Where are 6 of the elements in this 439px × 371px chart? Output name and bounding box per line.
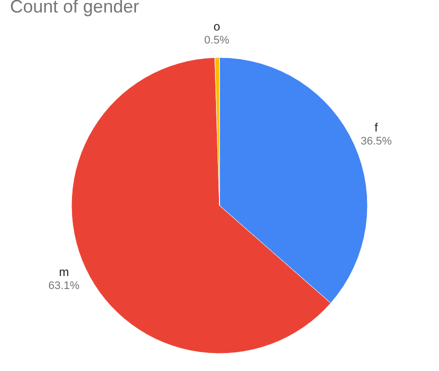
slice-label: m [58, 264, 69, 279]
slice-label: o [213, 20, 220, 34]
slice-label: f [374, 120, 379, 135]
data-label: 0.5% [204, 34, 230, 47]
data-label: 36.5% [360, 136, 392, 148]
data-label: 63.1% [48, 280, 80, 292]
